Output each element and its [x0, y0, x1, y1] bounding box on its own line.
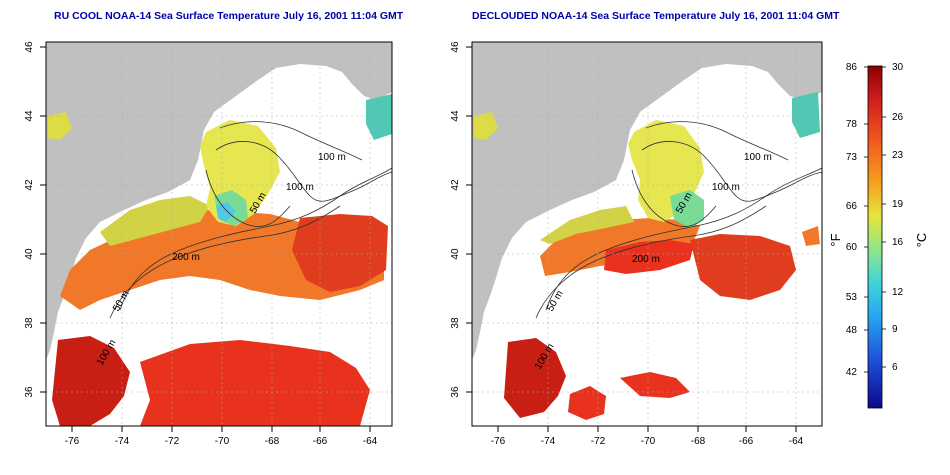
right-bathymetry-contours [535, 121, 822, 319]
right-sst-cool-pocket [670, 190, 704, 228]
left-lat-label: 40 [24, 248, 35, 260]
left-sst-map: 100 m 100 m 50 m 200 m 50 m 100 m 46 44 … [24, 41, 393, 447]
left-lat-label: 38 [24, 317, 35, 329]
left-lon-label: -72 [165, 436, 180, 447]
right-map-frame [471, 41, 823, 427]
left-sst-south-offshore [140, 340, 370, 426]
right-lon-label: -76 [491, 436, 506, 447]
right-grid [472, 42, 822, 426]
left-lat-label: 46 [24, 41, 35, 53]
left-lon-label: -76 [65, 436, 80, 447]
celsius-tick: 30 [892, 62, 904, 73]
left-lat-label: 36 [24, 386, 35, 398]
celsius-tick: 23 [892, 150, 904, 161]
fahrenheit-tick: 48 [846, 325, 858, 336]
fahrenheit-tick: 53 [846, 292, 858, 303]
right-sst-yellow-green [540, 206, 634, 244]
right-sst-east-patch [792, 92, 820, 138]
right-contour-label-100m-a: 100 m [744, 152, 772, 163]
left-lon-label: -66 [313, 436, 328, 447]
right-sst-offshore-patch [620, 372, 690, 398]
fahrenheit-tick: 73 [846, 152, 858, 163]
colorbar-fahrenheit-ticks: 86 78 73 66 60 53 48 42 [846, 62, 858, 378]
celsius-tick: 6 [892, 362, 898, 373]
right-lat-label: 36 [450, 386, 461, 398]
celsius-tick: 16 [892, 237, 904, 248]
right-lat-label: 42 [450, 179, 461, 191]
right-sst-gulfstream [690, 234, 796, 300]
left-lon-label: -74 [115, 436, 130, 447]
right-lon-label: -68 [691, 436, 706, 447]
left-lon-label: -64 [363, 436, 378, 447]
left-sst-gulfstream [292, 214, 388, 292]
left-contour-label-100m-a: 100 m [318, 152, 346, 163]
left-lat-label: 44 [24, 110, 35, 122]
left-lon-tick-labels: -76 -74 -72 -70 -68 -66 -64 [65, 436, 378, 447]
right-lon-label: -66 [739, 436, 754, 447]
left-lon-tick-marks [71, 426, 371, 432]
fahrenheit-tick: 66 [846, 201, 858, 212]
left-lat-tick-marks [40, 46, 46, 393]
left-cloud-band [96, 290, 350, 352]
right-lon-tick-labels: -76 -74 -72 -70 -68 -66 -64 [491, 436, 804, 447]
colorbar-gradient [867, 65, 883, 409]
left-land-mass [46, 42, 392, 360]
right-sst-gulfstream-core [604, 240, 694, 274]
celsius-tick: 12 [892, 287, 904, 298]
right-lat-label: 38 [450, 317, 461, 329]
left-lon-label: -68 [265, 436, 280, 447]
left-lat-tick-labels: 46 44 42 40 38 36 [24, 41, 35, 398]
right-lon-tick-marks [497, 426, 797, 432]
right-lat-label: 46 [450, 41, 461, 53]
fahrenheit-tick: 78 [846, 119, 858, 130]
left-sst-cyan-spot [216, 202, 236, 222]
left-bathymetry-contours [109, 121, 392, 319]
left-sst-east-patch [366, 94, 392, 140]
right-land-mass [472, 42, 822, 360]
colorbar-fahrenheit-unit: °F [828, 233, 843, 246]
right-lon-label: -64 [789, 436, 804, 447]
right-lon-label: -74 [541, 436, 556, 447]
left-map-frame [45, 41, 393, 427]
right-lat-label: 44 [450, 110, 461, 122]
left-map-title: RU COOL NOAA-14 Sea Surface Temperature … [54, 10, 404, 22]
celsius-tick: 26 [892, 112, 904, 123]
fahrenheit-tick: 60 [846, 242, 858, 253]
right-map-title: DECLOUDED NOAA-14 Sea Surface Temperatur… [472, 10, 840, 22]
temperature-colorbar: 86 78 73 66 60 53 48 42 30 26 23 19 16 1… [828, 62, 929, 409]
right-lat-label: 40 [450, 248, 461, 260]
celsius-tick: 9 [892, 324, 898, 335]
right-sst-south-hot [504, 338, 566, 418]
left-contour-label-100m-b: 100 m [286, 182, 314, 193]
right-contour-label-200m: 200 m [632, 254, 660, 265]
celsius-tick: 19 [892, 199, 904, 210]
fahrenheit-tick: 86 [846, 62, 858, 73]
right-lat-tick-labels: 46 44 42 40 38 36 [450, 41, 461, 398]
right-sst-west-patch [474, 112, 498, 140]
left-lon-label: -70 [215, 436, 230, 447]
left-lat-label: 42 [24, 179, 35, 191]
right-lon-label: -70 [641, 436, 656, 447]
right-lon-label: -72 [591, 436, 606, 447]
right-sst-map: 100 m 100 m 50 m 200 m 50 m 100 m 46 44 … [450, 41, 823, 447]
left-contour-label-200m: 200 m [172, 252, 200, 263]
left-sst-south-hot [52, 336, 130, 426]
colorbar-celsius-ticks: 30 26 23 19 16 12 9 6 [892, 62, 904, 373]
right-sst-far-east [802, 226, 820, 246]
left-grid [46, 42, 392, 426]
right-lat-tick-marks [466, 46, 472, 393]
fahrenheit-tick: 42 [846, 367, 858, 378]
colorbar-tick-marks [864, 66, 886, 373]
left-sst-west-patch [48, 112, 72, 140]
right-contour-label-100m-b: 100 m [712, 182, 740, 193]
left-sst-yellow-green [100, 196, 210, 246]
right-sst-south-patch [568, 386, 606, 420]
colorbar-celsius-unit: °C [914, 233, 929, 248]
